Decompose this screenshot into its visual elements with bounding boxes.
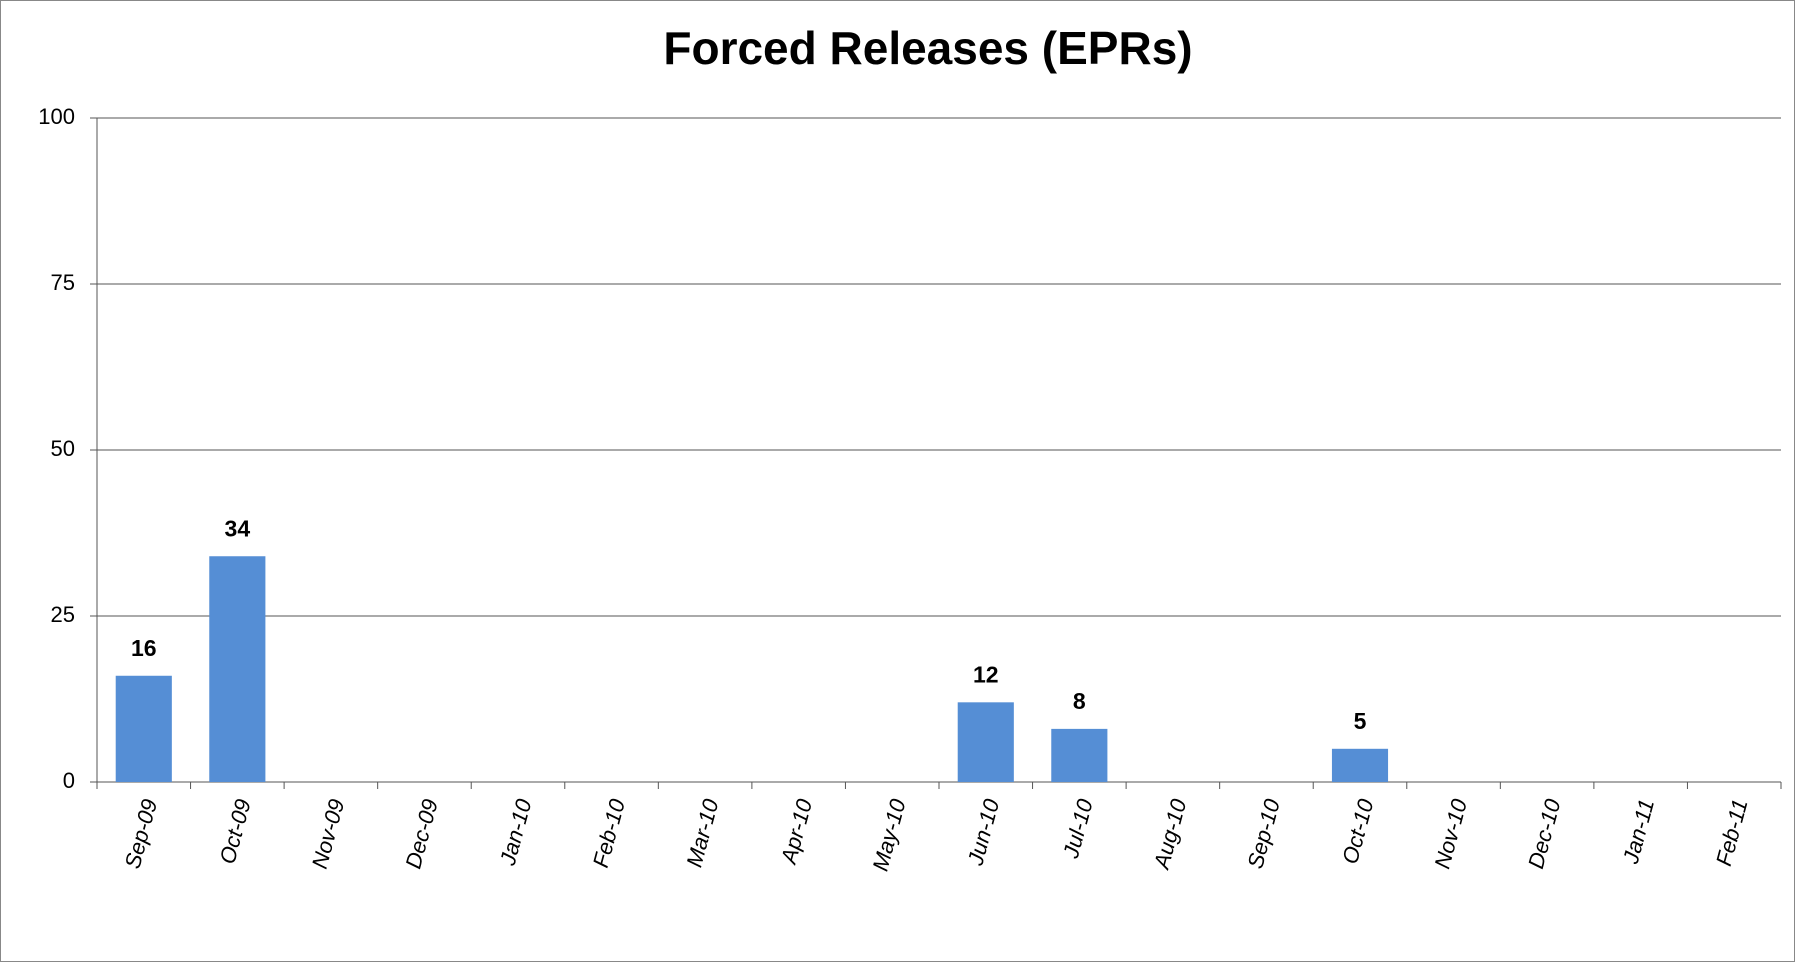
bar [209,556,266,782]
y-tick-label: 25 [51,602,75,627]
bar [957,702,1014,782]
data-label: 34 [225,515,251,541]
y-tick-label: 75 [51,270,75,295]
data-label: 5 [1354,708,1367,734]
bar [115,675,172,782]
y-tick-label: 100 [38,104,75,129]
y-tick-label: 50 [51,436,75,461]
bar [1051,728,1108,782]
data-label: 12 [973,661,999,687]
bar [1331,748,1389,782]
y-tick-label: 0 [63,768,75,793]
data-label: 16 [131,635,157,661]
chart-title: Forced Releases (EPRs) [663,22,1192,74]
data-label: 8 [1073,688,1086,714]
